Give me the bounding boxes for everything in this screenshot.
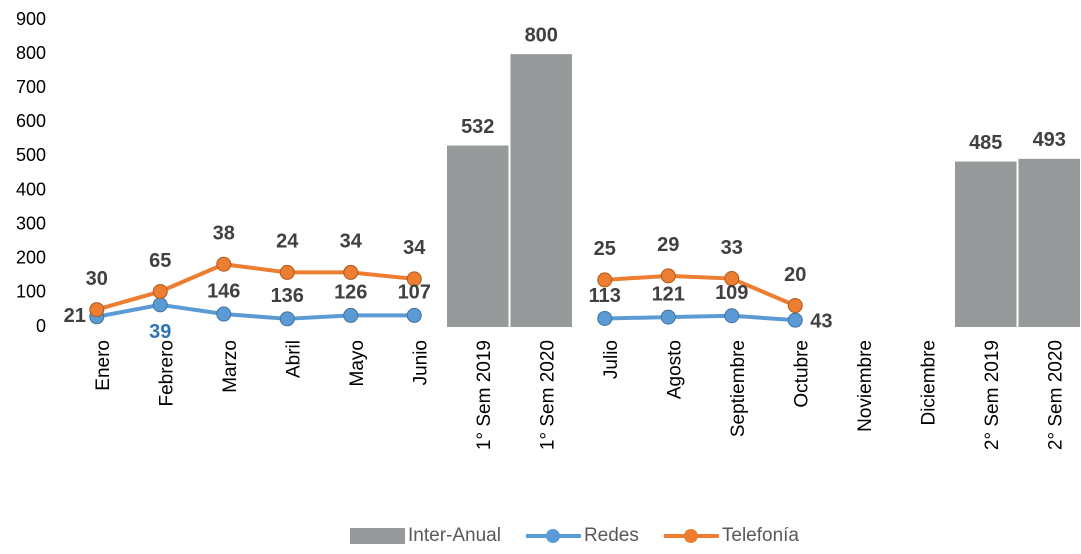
data-label: 121: [652, 283, 685, 305]
legend-marker: [683, 529, 698, 543]
y-tick-label: 900: [16, 9, 46, 29]
marker: [152, 284, 168, 300]
data-label: 126: [334, 282, 367, 304]
legend-marker: [545, 529, 560, 543]
x-tick-label: Abril: [283, 340, 304, 378]
marker: [343, 264, 359, 280]
data-label: 136: [271, 285, 304, 307]
marker: [152, 297, 168, 313]
x-tick-label: Julio: [601, 340, 622, 379]
data-label: 532: [461, 116, 494, 138]
y-tick-label: 600: [16, 111, 46, 131]
marker: [597, 272, 613, 288]
marker: [406, 307, 422, 323]
data-label: 39: [149, 321, 171, 343]
x-tick-label: Octubre: [791, 340, 812, 408]
data-label: 34: [403, 237, 426, 259]
x-tick-label: Marzo: [220, 340, 241, 393]
legend-label: Redes: [584, 525, 639, 546]
bar: [510, 54, 572, 327]
x-tick-label: 1° Sem 2020: [537, 340, 558, 450]
y-tick-label: 100: [16, 282, 46, 302]
data-label: 109: [715, 282, 748, 304]
data-label: 34: [340, 231, 363, 253]
y-tick-label: 800: [16, 43, 46, 63]
x-tick-label: Mayo: [347, 340, 368, 386]
data-label: 146: [207, 280, 240, 302]
marker: [597, 310, 613, 326]
x-tick-label: Agosto: [664, 340, 685, 399]
line: [96, 262, 797, 312]
marker: [406, 271, 422, 287]
y-tick-label: 300: [16, 213, 46, 233]
marker: [279, 311, 295, 327]
y-tick-label: 0: [36, 316, 46, 336]
legend-swatch: [350, 528, 405, 544]
data-label: 65: [149, 250, 171, 272]
y-tick-label: 200: [16, 248, 46, 268]
x-tick-label: Junio: [410, 340, 431, 385]
data-label: 800: [525, 24, 558, 46]
y-tick-label: 500: [16, 145, 46, 165]
marker: [724, 271, 740, 287]
x-tick-label: 2° Sem 2020: [1045, 340, 1066, 450]
marker: [89, 302, 105, 318]
line: [96, 302, 796, 323]
data-label: 21: [64, 305, 86, 327]
bar: [1018, 158, 1080, 327]
marker: [660, 268, 676, 284]
data-label: 113: [589, 285, 621, 307]
x-tick-label: Febrero: [156, 340, 177, 407]
marker: [216, 256, 232, 272]
data-label: 30: [86, 268, 108, 290]
data-label: 25: [594, 238, 616, 260]
y-tick-label: 700: [16, 77, 46, 97]
bar: [447, 145, 509, 327]
marker: [343, 307, 359, 323]
data-label: 43: [810, 310, 832, 332]
data-label: 107: [398, 282, 431, 304]
x-tick-label: 1° Sem 2019: [474, 340, 495, 450]
data-label: 24: [276, 231, 299, 253]
x-tick-label: Enero: [93, 340, 114, 391]
data-label: 493: [1033, 129, 1066, 151]
x-tick-label: Diciembre: [918, 340, 939, 426]
y-tick-label: 400: [16, 179, 46, 199]
data-label: 29: [657, 234, 679, 256]
bar: [955, 161, 1017, 327]
marker: [787, 298, 803, 314]
marker: [660, 309, 676, 325]
marker: [279, 264, 295, 280]
x-tick-label: Noviembre: [855, 340, 876, 432]
data-label: 33: [721, 237, 743, 259]
data-label: 38: [213, 223, 235, 245]
legend-label: Telefonía: [722, 525, 800, 546]
data-label: 20: [784, 264, 806, 286]
legend-label: Inter-Anual: [408, 525, 501, 546]
x-tick-label: Septiembre: [728, 340, 749, 437]
marker: [216, 306, 232, 322]
marker: [787, 312, 803, 328]
data-label: 485: [969, 132, 1002, 154]
x-tick-label: 2° Sem 2019: [982, 340, 1003, 450]
marker: [724, 308, 740, 324]
